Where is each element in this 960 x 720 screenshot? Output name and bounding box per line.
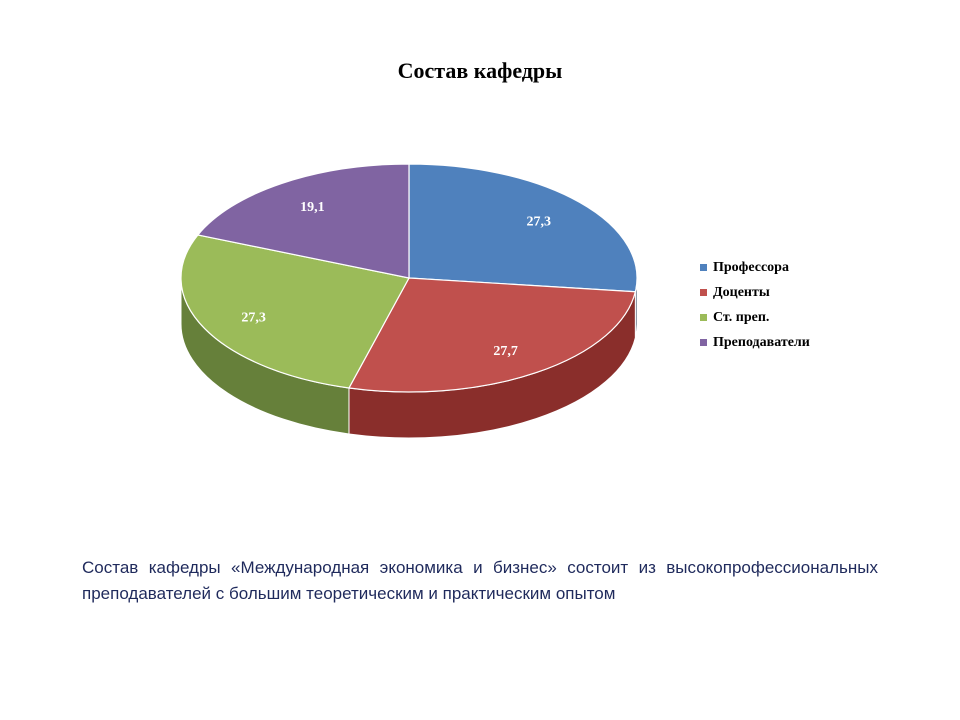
- slide-caption: Состав кафедры «Международная экономика …: [82, 558, 878, 603]
- pie-tops: [180, 163, 638, 393]
- pie-data-label-professors: 27,3: [526, 215, 551, 230]
- legend-item-lecturers: Преподаватели: [700, 330, 810, 355]
- pie-slice-senior-lecturers: [180, 234, 410, 389]
- legend-label: Доценты: [713, 284, 770, 300]
- legend-swatch: [700, 339, 707, 346]
- pie-slice-docents: [348, 277, 637, 393]
- legend-label: Ст. преп.: [713, 309, 770, 325]
- legend: Профессора Доценты Ст. преп. Преподавате…: [700, 255, 810, 355]
- chart-title: Состав кафедры: [397, 58, 563, 83]
- pie-slice-lecturers: [196, 163, 410, 279]
- legend-item-professors: Профессора: [700, 255, 810, 280]
- pie-data-label-lecturers: 19,1: [300, 200, 325, 215]
- pie-data-label-senior-lecturers: 27,3: [241, 310, 266, 325]
- pie-data-label-docents: 27,7: [493, 344, 518, 359]
- legend-item-docents: Доценты: [700, 280, 810, 305]
- legend-swatch: [700, 289, 707, 296]
- pie-slice-professors: [408, 163, 638, 293]
- legend-swatch: [700, 314, 707, 321]
- legend-label: Преподаватели: [713, 334, 810, 350]
- pie-labels: 27,3 27,7 27,3 19,1: [241, 200, 551, 359]
- legend-label: Профессора: [713, 259, 789, 275]
- legend-swatch: [700, 264, 707, 271]
- legend-item-senior-lecturers: Ст. преп.: [700, 305, 810, 330]
